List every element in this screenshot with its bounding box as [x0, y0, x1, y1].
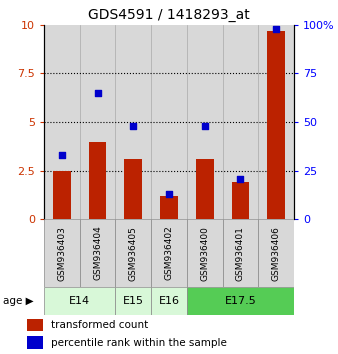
Bar — [232, 183, 249, 219]
Bar — [223, 25, 258, 219]
Text: E14: E14 — [69, 296, 90, 306]
Point — [59, 152, 65, 158]
Bar — [80, 25, 115, 219]
Point — [166, 191, 172, 197]
Point — [95, 90, 100, 96]
Bar — [44, 25, 80, 219]
Text: E16: E16 — [159, 296, 179, 306]
Point — [202, 123, 208, 129]
Text: age ▶: age ▶ — [3, 296, 34, 306]
Bar — [187, 287, 294, 315]
Text: GSM936405: GSM936405 — [129, 225, 138, 281]
Text: GSM936402: GSM936402 — [165, 226, 173, 280]
Point — [273, 26, 279, 32]
Bar — [115, 219, 151, 287]
Bar — [187, 219, 223, 287]
Text: GSM936406: GSM936406 — [272, 225, 281, 281]
Bar — [160, 196, 178, 219]
Title: GDS4591 / 1418293_at: GDS4591 / 1418293_at — [88, 8, 250, 22]
Text: E15: E15 — [123, 296, 144, 306]
Bar — [151, 25, 187, 219]
Bar — [196, 159, 214, 219]
Bar — [53, 171, 71, 219]
Bar — [267, 30, 285, 219]
Bar — [80, 219, 115, 287]
Text: GSM936403: GSM936403 — [57, 225, 66, 281]
Bar — [223, 219, 258, 287]
Text: E17.5: E17.5 — [224, 296, 256, 306]
Bar — [258, 25, 294, 219]
Bar — [258, 219, 294, 287]
Bar — [124, 159, 142, 219]
Bar — [151, 219, 187, 287]
Bar — [115, 25, 151, 219]
Bar — [27, 319, 43, 331]
Bar — [44, 219, 80, 287]
Text: GSM936401: GSM936401 — [236, 225, 245, 281]
Point — [238, 176, 243, 181]
Bar — [151, 287, 187, 315]
Text: transformed count: transformed count — [51, 320, 148, 330]
Bar — [115, 287, 151, 315]
Text: percentile rank within the sample: percentile rank within the sample — [51, 338, 227, 348]
Bar — [44, 287, 115, 315]
Text: GSM936400: GSM936400 — [200, 225, 209, 281]
Text: GSM936404: GSM936404 — [93, 226, 102, 280]
Bar — [89, 142, 106, 219]
Point — [130, 123, 136, 129]
Bar — [187, 25, 223, 219]
Bar — [27, 336, 43, 349]
